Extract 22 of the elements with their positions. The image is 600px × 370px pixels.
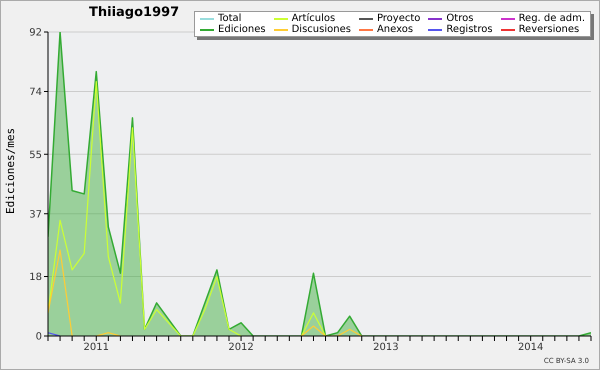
chart-title: Thiiago1997	[89, 5, 180, 20]
x-tick-label: 2014	[518, 342, 544, 354]
y-tick-label: 37	[29, 209, 42, 220]
x-tick-label: 2012	[228, 342, 254, 354]
legend-label: Artículos	[290, 13, 336, 24]
legend-label: Proyecto	[376, 13, 420, 24]
y-tick-label: 18	[29, 272, 42, 284]
x-tick-label: 2013	[373, 342, 399, 354]
legend-label: Reg. de adm.	[518, 13, 585, 24]
x-tick-label: 2011	[84, 342, 109, 354]
y-tick-label: 92	[29, 28, 42, 39]
y-tick-label: 74	[29, 87, 42, 98]
legend-label: Anexos	[376, 24, 414, 35]
legend-label: Discusiones	[290, 24, 351, 35]
legend-label: Otros	[445, 13, 474, 24]
legend-label: Registros	[445, 24, 493, 35]
y-tick-label: 55	[29, 150, 42, 161]
y-tick-label: 0	[36, 332, 42, 343]
legend-label: Ediciones	[217, 24, 266, 35]
legend-label: Reversiones	[518, 24, 580, 35]
legend-label: Total	[217, 13, 242, 24]
y-axis-title: Ediciones/mes	[4, 128, 17, 214]
